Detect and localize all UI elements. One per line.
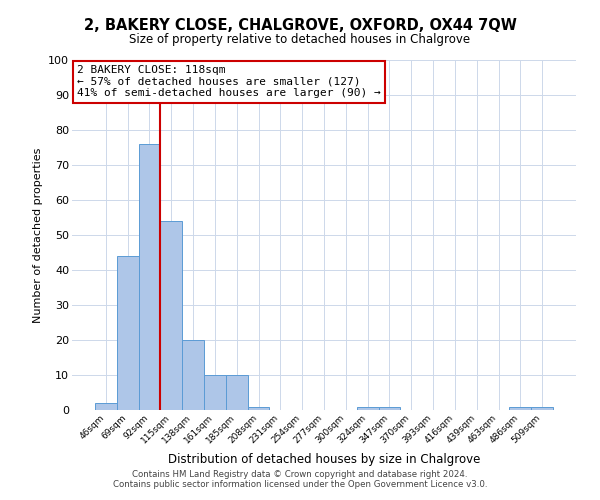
Bar bbox=[248, 406, 269, 410]
Bar bbox=[182, 340, 204, 410]
Text: Contains HM Land Registry data © Crown copyright and database right 2024.
Contai: Contains HM Land Registry data © Crown c… bbox=[113, 470, 487, 489]
Bar bbox=[204, 375, 226, 410]
Bar bbox=[139, 144, 160, 410]
Bar bbox=[95, 403, 117, 410]
Bar bbox=[531, 406, 553, 410]
Bar bbox=[379, 406, 400, 410]
Text: Size of property relative to detached houses in Chalgrove: Size of property relative to detached ho… bbox=[130, 32, 470, 46]
Y-axis label: Number of detached properties: Number of detached properties bbox=[32, 148, 43, 322]
X-axis label: Distribution of detached houses by size in Chalgrove: Distribution of detached houses by size … bbox=[168, 453, 480, 466]
Bar bbox=[117, 256, 139, 410]
Bar bbox=[509, 406, 531, 410]
Text: 2 BAKERY CLOSE: 118sqm
← 57% of detached houses are smaller (127)
41% of semi-de: 2 BAKERY CLOSE: 118sqm ← 57% of detached… bbox=[77, 66, 381, 98]
Bar bbox=[160, 221, 182, 410]
Bar bbox=[226, 375, 248, 410]
Bar bbox=[357, 406, 379, 410]
Text: 2, BAKERY CLOSE, CHALGROVE, OXFORD, OX44 7QW: 2, BAKERY CLOSE, CHALGROVE, OXFORD, OX44… bbox=[83, 18, 517, 32]
